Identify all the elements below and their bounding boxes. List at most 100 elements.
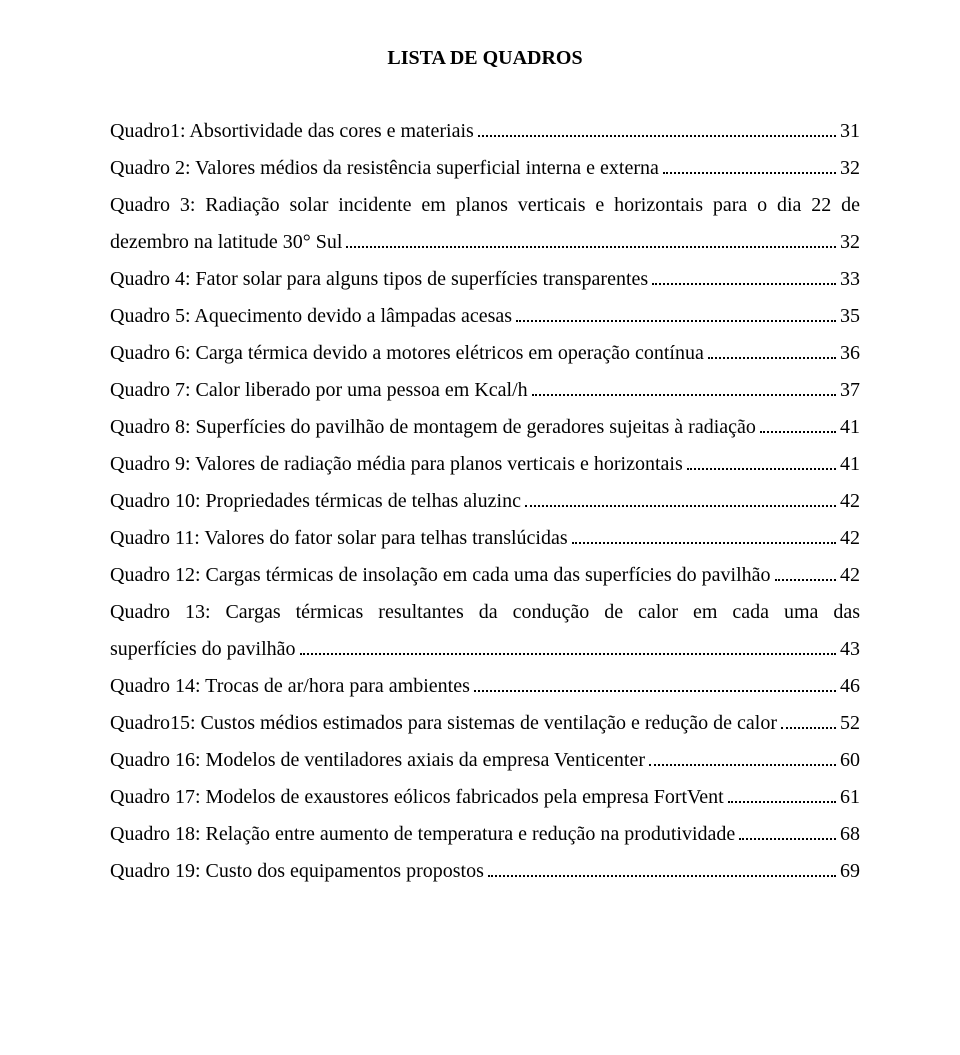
toc-entry-label: Quadro 10: Propriedades térmicas de telh… — [110, 483, 521, 520]
toc-entry: Quadro 14: Trocas de ar/hora para ambien… — [110, 668, 860, 705]
toc-entry-lastline: Quadro 12: Cargas térmicas de insolação … — [110, 557, 860, 594]
toc-entry: Quadro 10: Propriedades térmicas de telh… — [110, 483, 860, 520]
toc-entry-label: Quadro 8: Superfícies do pavilhão de mon… — [110, 409, 756, 446]
toc-entry-label: Quadro 19: Custo dos equipamentos propos… — [110, 853, 484, 890]
toc-entry: Quadro 13: Cargas térmicas resultantes d… — [110, 594, 860, 668]
toc-entry-lastline: Quadro 8: Superfícies do pavilhão de mon… — [110, 409, 860, 446]
toc-entry-label: superfícies do pavilhão — [110, 631, 296, 668]
toc-entry-lastline: dezembro na latitude 30° Sul 32 — [110, 224, 860, 261]
toc-entry-lastline: Quadro 17: Modelos de exaustores eólicos… — [110, 779, 860, 816]
toc-entry: Quadro 2: Valores médios da resistência … — [110, 150, 860, 187]
toc-entry-label: dezembro na latitude 30° Sul — [110, 224, 342, 261]
dot-leader — [775, 560, 836, 581]
toc-entry-lastline: Quadro 9: Valores de radiação média para… — [110, 446, 860, 483]
toc-entry-lastline: Quadro 10: Propriedades térmicas de telh… — [110, 483, 860, 520]
dot-leader — [739, 819, 836, 840]
toc-entry-lastline: Quadro 6: Carga térmica devido a motores… — [110, 335, 860, 372]
toc-entry-lastline: Quadro 11: Valores do fator solar para t… — [110, 520, 860, 557]
toc-entry: Quadro 12: Cargas térmicas de insolação … — [110, 557, 860, 594]
toc-entry: Quadro 11: Valores do fator solar para t… — [110, 520, 860, 557]
toc-page-number: 33 — [840, 261, 860, 298]
toc-entry-label: Quadro1: Absortividade das cores e mater… — [110, 113, 474, 150]
toc-entry-label: Quadro 17: Modelos de exaustores eólicos… — [110, 779, 724, 816]
table-of-contents: Quadro1: Absortividade das cores e mater… — [110, 113, 860, 890]
dot-leader — [572, 523, 836, 544]
toc-entry: Quadro 4: Fator solar para alguns tipos … — [110, 261, 860, 298]
dot-leader — [652, 264, 836, 285]
toc-entry: Quadro1: Absortividade das cores e mater… — [110, 113, 860, 150]
dot-leader — [687, 449, 836, 470]
toc-entry-label: Quadro15: Custos médios estimados para s… — [110, 705, 777, 742]
dot-leader — [663, 153, 836, 174]
toc-entry-lastline: Quadro1: Absortividade das cores e mater… — [110, 113, 860, 150]
dot-leader — [525, 486, 836, 507]
toc-page-number: 52 — [840, 705, 860, 742]
toc-entry-text: Quadro 3: Radiação solar incidente em pl… — [110, 187, 860, 224]
toc-entry: Quadro 9: Valores de radiação média para… — [110, 446, 860, 483]
toc-entry-lastline: Quadro 19: Custo dos equipamentos propos… — [110, 853, 860, 890]
toc-entry-lastline: Quadro 18: Relação entre aumento de temp… — [110, 816, 860, 853]
page-title: LISTA DE QUADROS — [110, 40, 860, 77]
toc-entry-label: Quadro 18: Relação entre aumento de temp… — [110, 816, 735, 853]
toc-entry-lastline: Quadro 14: Trocas de ar/hora para ambien… — [110, 668, 860, 705]
toc-entry-label: Quadro 9: Valores de radiação média para… — [110, 446, 683, 483]
toc-page-number: 37 — [840, 372, 860, 409]
toc-entry-lastline: superfícies do pavilhão 43 — [110, 631, 860, 668]
toc-entry: Quadro 19: Custo dos equipamentos propos… — [110, 853, 860, 890]
toc-entry: Quadro 7: Calor liberado por uma pessoa … — [110, 372, 860, 409]
toc-page-number: 68 — [840, 816, 860, 853]
dot-leader — [728, 782, 836, 803]
toc-entry-label: Quadro 7: Calor liberado por uma pessoa … — [110, 372, 528, 409]
toc-page-number: 31 — [840, 113, 860, 150]
dot-leader — [649, 745, 836, 766]
toc-page-number: 60 — [840, 742, 860, 779]
dot-leader — [346, 227, 836, 248]
toc-entry-lastline: Quadro 7: Calor liberado por uma pessoa … — [110, 372, 860, 409]
toc-entry-label: Quadro 5: Aquecimento devido a lâmpadas … — [110, 298, 512, 335]
toc-entry: Quadro 8: Superfícies do pavilhão de mon… — [110, 409, 860, 446]
toc-entry: Quadro15: Custos médios estimados para s… — [110, 705, 860, 742]
toc-page-number: 36 — [840, 335, 860, 372]
toc-entry: Quadro 3: Radiação solar incidente em pl… — [110, 187, 860, 261]
toc-entry-lastline: Quadro 2: Valores médios da resistência … — [110, 150, 860, 187]
toc-entry-label: Quadro 2: Valores médios da resistência … — [110, 150, 659, 187]
toc-entry: Quadro 5: Aquecimento devido a lâmpadas … — [110, 298, 860, 335]
toc-page-number: 43 — [840, 631, 860, 668]
toc-entry-lastline: Quadro 5: Aquecimento devido a lâmpadas … — [110, 298, 860, 335]
toc-entry-text: Quadro 13: Cargas térmicas resultantes d… — [110, 594, 860, 631]
dot-leader — [478, 116, 836, 137]
dot-leader — [760, 412, 836, 433]
toc-page-number: 61 — [840, 779, 860, 816]
dot-leader — [532, 375, 836, 396]
toc-entry: Quadro 6: Carga térmica devido a motores… — [110, 335, 860, 372]
toc-entry-label: Quadro 11: Valores do fator solar para t… — [110, 520, 568, 557]
toc-entry-label: Quadro 14: Trocas de ar/hora para ambien… — [110, 668, 470, 705]
dot-leader — [708, 338, 836, 359]
dot-leader — [516, 301, 836, 322]
dot-leader — [474, 671, 836, 692]
toc-entry: Quadro 16: Modelos de ventiladores axiai… — [110, 742, 860, 779]
toc-page-number: 46 — [840, 668, 860, 705]
toc-entry-lastline: Quadro 16: Modelos de ventiladores axiai… — [110, 742, 860, 779]
toc-entry-lastline: Quadro 4: Fator solar para alguns tipos … — [110, 261, 860, 298]
toc-entry: Quadro 17: Modelos de exaustores eólicos… — [110, 779, 860, 816]
toc-page-number: 69 — [840, 853, 860, 890]
toc-page-number: 32 — [840, 150, 860, 187]
toc-entry-label: Quadro 6: Carga térmica devido a motores… — [110, 335, 704, 372]
toc-page-number: 42 — [840, 483, 860, 520]
toc-entry-label: Quadro 16: Modelos de ventiladores axiai… — [110, 742, 645, 779]
toc-page-number: 32 — [840, 224, 860, 261]
toc-page-number: 41 — [840, 446, 860, 483]
dot-leader — [781, 708, 836, 729]
toc-page-number: 41 — [840, 409, 860, 446]
toc-entry-label: Quadro 12: Cargas térmicas de insolação … — [110, 557, 771, 594]
toc-page-number: 35 — [840, 298, 860, 335]
toc-page-number: 42 — [840, 557, 860, 594]
dot-leader — [488, 856, 836, 877]
toc-page-number: 42 — [840, 520, 860, 557]
toc-entry-label: Quadro 4: Fator solar para alguns tipos … — [110, 261, 648, 298]
document-page: LISTA DE QUADROS Quadro1: Absortividade … — [0, 0, 960, 930]
toc-entry: Quadro 18: Relação entre aumento de temp… — [110, 816, 860, 853]
toc-entry-lastline: Quadro15: Custos médios estimados para s… — [110, 705, 860, 742]
dot-leader — [300, 634, 837, 655]
